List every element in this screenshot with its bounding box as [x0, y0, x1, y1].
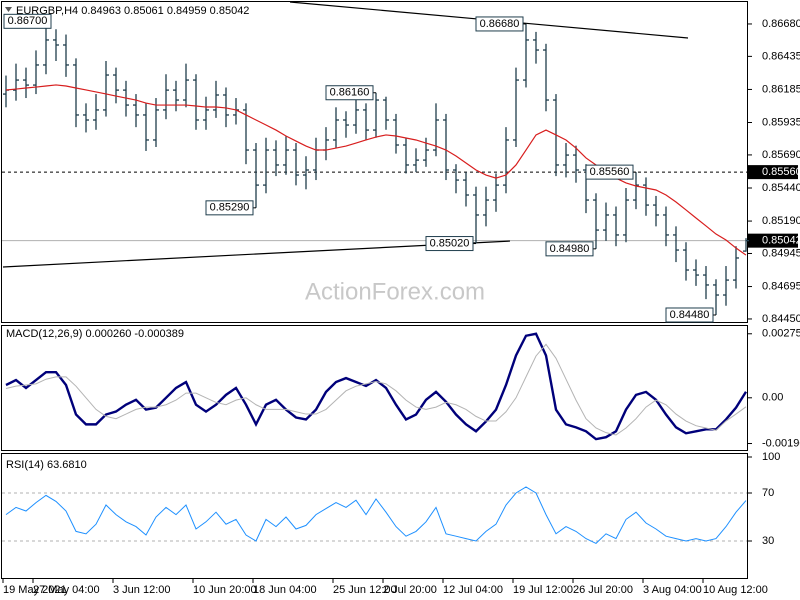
x-tick-label: 10 Aug 12:00	[703, 584, 768, 596]
y-tick-label: 0.84945	[762, 247, 800, 259]
y-tick-label: 30	[762, 535, 774, 547]
y-tick-label: 0.85935	[762, 116, 800, 128]
y-tick-label: -0.001968	[762, 437, 800, 449]
price-line-label: 0.85560	[762, 166, 800, 178]
annotation-label: 0.84980	[550, 243, 590, 255]
x-tick-label: 3 Aug 04:00	[643, 584, 702, 596]
y-tick-label: 0.86680	[762, 18, 800, 30]
price-line-label: 0.85042	[762, 235, 800, 247]
annotation-box	[205, 200, 254, 216]
x-tick-label: 18 Jun 04:00	[253, 584, 317, 596]
annotation-label: 0.86160	[330, 87, 370, 99]
annotation-label: 0.85560	[590, 166, 630, 178]
annotation-box	[325, 85, 374, 101]
main-frame	[1, 1, 748, 323]
y-tick-label: 0.85190	[762, 215, 800, 227]
y-tick-label: 70	[762, 487, 774, 499]
annotation-box	[545, 241, 594, 257]
y-tick-label: 0.00	[762, 392, 783, 404]
signal-line	[5, 343, 747, 436]
y-tick-label: 0.85690	[762, 149, 800, 161]
y-tick-label: 0.84450	[762, 313, 800, 325]
annotation-label: 0.85020	[430, 237, 470, 249]
watermark: ActionForex.com	[305, 278, 485, 305]
macd-line	[5, 332, 748, 441]
y-tick-label: 100	[762, 451, 780, 463]
price-line-tag	[748, 233, 798, 248]
rsi-frame	[1, 453, 748, 579]
annotation-label: 0.86680	[480, 18, 520, 30]
rsi-line	[5, 486, 747, 545]
annotation-box	[425, 236, 474, 252]
annotation-box	[3, 13, 52, 29]
y-tick-label: 0.84695	[762, 280, 800, 292]
x-tick-label: 19 May 2021	[3, 584, 67, 596]
x-tick-label: 2 Jul 20:00	[383, 584, 437, 596]
panel-title: MACD(12,26,9) 0.000260 -0.000389	[6, 328, 184, 340]
y-tick-label: 0.86185	[762, 83, 800, 95]
annotation-label: 0.85290	[210, 202, 250, 214]
annotation-box	[585, 164, 634, 180]
annotation-label: 0.86700	[8, 15, 48, 27]
x-tick-label: 3 Jun 12:00	[113, 584, 171, 596]
x-tick-label: 26 Jul 20:00	[573, 584, 633, 596]
price-line-tag	[748, 165, 798, 180]
moving-average	[5, 84, 747, 256]
x-tick-label: 12 Jul 04:00	[443, 584, 503, 596]
y-tick-label: 0.86435	[762, 50, 800, 62]
panel-title: RSI(14) 63.6810	[6, 459, 87, 471]
x-tick-label: 27 May 04:00	[33, 584, 100, 596]
x-tick-label: 25 Jun 12:00	[333, 584, 397, 596]
title-icon	[5, 7, 12, 12]
annotation-box	[665, 307, 714, 323]
y-tick-label: 0.002755	[762, 328, 800, 340]
x-tick-label: 19 Jul 12:00	[513, 584, 573, 596]
panel-title: EURGBP,H4 0.84963 0.85061 0.84959 0.8504…	[16, 5, 249, 17]
annotation-box	[475, 16, 524, 32]
annotation-label: 0.84480	[670, 309, 710, 321]
x-tick-label: 10 Jun 20:00	[193, 584, 257, 596]
y-tick-label: 0.85440	[762, 182, 800, 194]
macd-frame	[1, 325, 748, 451]
